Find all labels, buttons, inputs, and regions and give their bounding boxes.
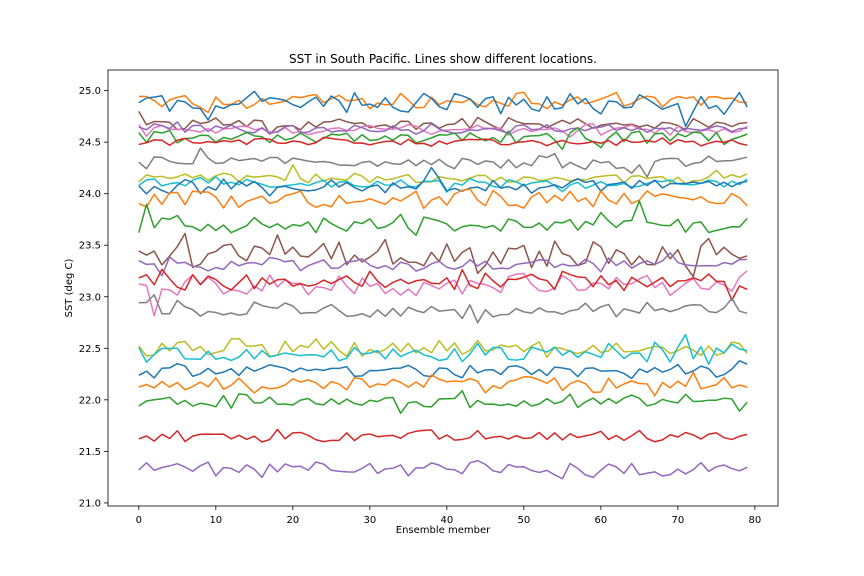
series-layer xyxy=(138,90,748,480)
series-line-21 xyxy=(138,360,748,380)
series-line-7 xyxy=(138,136,748,147)
x-tick-label: 70 xyxy=(672,515,685,526)
series-line-13 xyxy=(138,200,748,236)
series-line-23 xyxy=(138,390,748,414)
y-tick-label: 22.0 xyxy=(79,395,101,406)
x-tick-label: 30 xyxy=(363,515,376,526)
y-tick-label: 24.0 xyxy=(79,189,101,200)
series-line-22 xyxy=(138,371,748,397)
chart-title: SST in South Pacific. Lines show differe… xyxy=(289,52,597,66)
x-tick-label: 0 xyxy=(136,515,142,526)
y-tick-label: 24.5 xyxy=(79,138,101,149)
x-tick-label: 10 xyxy=(209,515,222,526)
series-line-11 xyxy=(138,166,748,197)
x-tick-label: 40 xyxy=(440,515,453,526)
plot-frame xyxy=(107,69,779,507)
series-line-25 xyxy=(138,459,748,480)
series-line-3 xyxy=(138,111,748,135)
series-line-19 xyxy=(138,337,748,358)
series-line-17 xyxy=(138,268,748,301)
series-line-2 xyxy=(138,90,748,128)
y-tick-label: 23.5 xyxy=(79,241,101,252)
series-line-24 xyxy=(138,428,748,443)
x-axis-label: Ensemble member xyxy=(396,525,491,536)
x-tick-label: 50 xyxy=(517,515,530,526)
series-line-1 xyxy=(138,91,748,114)
series-line-9 xyxy=(138,163,748,185)
series-line-8 xyxy=(138,147,748,178)
series-line-5 xyxy=(138,121,748,135)
x-tick-label: 20 xyxy=(286,515,299,526)
series-line-18 xyxy=(138,294,748,324)
series-line-20 xyxy=(138,333,748,366)
x-tick-label: 80 xyxy=(749,515,762,526)
y-tick-label: 21.5 xyxy=(79,447,101,458)
series-line-16 xyxy=(138,270,748,317)
y-tick-label: 25.0 xyxy=(79,86,101,97)
y-tick-label: 23.0 xyxy=(79,292,101,303)
axes-layer: 0 10 20 30 40 50 60 70 80 21.0 21.5 22.0 22.5 23.0 23.… xyxy=(79,69,779,526)
series-line-12 xyxy=(138,188,748,210)
series-line-15 xyxy=(138,252,748,277)
x-tick-label: 60 xyxy=(595,515,608,526)
y-tick-label: 22.5 xyxy=(79,344,101,355)
y-axis-label: SST (deg C) xyxy=(64,259,75,318)
series-line-14 xyxy=(138,232,748,278)
y-tick-label: 21.0 xyxy=(79,498,101,509)
